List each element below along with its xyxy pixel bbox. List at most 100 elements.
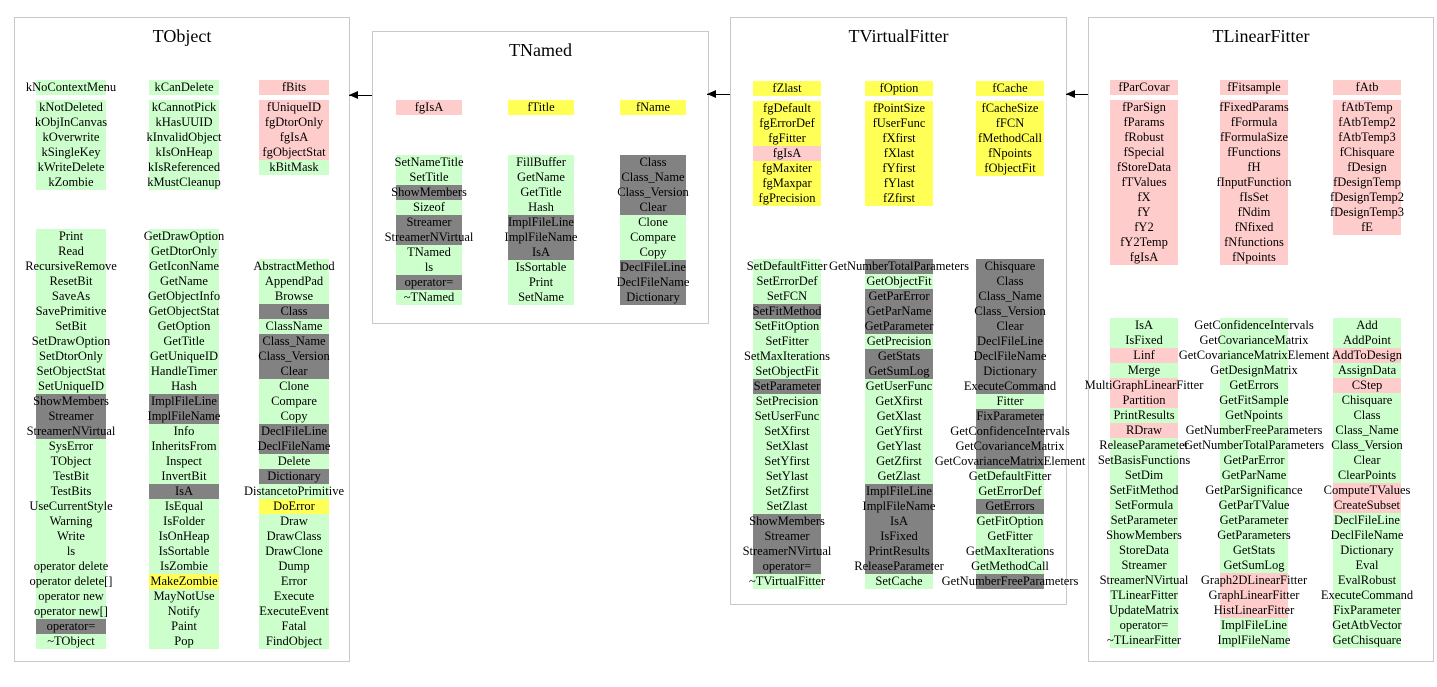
method-item[interactable]: ExecuteCommand xyxy=(1321,588,1413,603)
method-item[interactable]: Dictionary xyxy=(976,364,1044,379)
method-item[interactable]: SetZlast xyxy=(753,499,821,514)
method-item[interactable]: AssignData xyxy=(1333,363,1401,378)
method-item[interactable]: GetStats xyxy=(865,349,933,364)
member-item[interactable]: kNotDeleted xyxy=(36,100,106,115)
member-item[interactable]: fDesign xyxy=(1333,160,1401,175)
member-item[interactable]: kObjInCanvas xyxy=(35,115,107,130)
member-item[interactable]: fCacheSize xyxy=(976,101,1044,116)
method-item[interactable]: TObject xyxy=(36,454,106,469)
method-item[interactable]: ~TVirtualFitter xyxy=(749,574,825,589)
method-item[interactable]: Compare xyxy=(620,230,686,245)
method-item[interactable]: ClassName xyxy=(259,319,329,334)
method-item[interactable]: SetDim xyxy=(1110,468,1178,483)
member-item[interactable]: fCache xyxy=(976,81,1044,96)
member-item[interactable]: fNpoints xyxy=(1220,250,1288,265)
method-item[interactable]: GetUserFunc xyxy=(865,379,933,394)
method-item[interactable]: FillBuffer xyxy=(508,155,574,170)
member-item[interactable]: fFixedParams xyxy=(1219,100,1289,115)
method-item[interactable]: Clear xyxy=(259,364,329,379)
method-item[interactable]: Warning xyxy=(36,514,106,529)
method-item[interactable]: Hash xyxy=(508,200,574,215)
method-item[interactable]: Class_Version xyxy=(974,304,1046,319)
member-item[interactable]: fY2Temp xyxy=(1110,235,1178,250)
method-item[interactable]: IsA xyxy=(1110,318,1178,333)
method-item[interactable]: GetSumLog xyxy=(865,364,933,379)
method-item[interactable]: ReleaseParameter xyxy=(854,559,944,574)
method-item[interactable]: DeclFileLine xyxy=(976,334,1044,349)
method-item[interactable]: GetName xyxy=(149,274,219,289)
member-item[interactable]: fH xyxy=(1220,160,1288,175)
method-item[interactable]: ExecuteEvent xyxy=(259,604,329,619)
method-item[interactable]: GetTitle xyxy=(149,334,219,349)
member-item[interactable]: fDesignTemp xyxy=(1333,175,1401,190)
method-item[interactable]: GetErrors xyxy=(976,499,1044,514)
method-item[interactable]: Graph2DLinearFitter xyxy=(1201,573,1307,588)
member-item[interactable]: fgDefault xyxy=(753,101,821,116)
method-item[interactable]: GetDtorOnly xyxy=(149,244,219,259)
method-item[interactable]: SetDtorOnly xyxy=(36,349,106,364)
method-item[interactable]: SetBit xyxy=(36,319,106,334)
method-item[interactable]: Draw xyxy=(259,514,329,529)
member-item[interactable]: kBitMask xyxy=(259,160,329,175)
member-item[interactable]: fZlast xyxy=(753,81,821,96)
method-item[interactable]: GetChisquare xyxy=(1333,633,1401,648)
method-item[interactable]: IsFolder xyxy=(149,514,219,529)
member-item[interactable]: fTValues xyxy=(1110,175,1178,190)
member-item[interactable]: fFormulaSize xyxy=(1220,130,1288,145)
method-item[interactable]: Read xyxy=(36,244,106,259)
member-item[interactable]: fTitle xyxy=(508,100,574,115)
method-item[interactable]: Chisquare xyxy=(976,259,1044,274)
method-item[interactable]: Dictionary xyxy=(620,290,686,305)
method-item[interactable]: DeclFileName xyxy=(258,439,330,454)
method-item[interactable]: GetDrawOption xyxy=(144,229,224,244)
method-item[interactable]: TNamed xyxy=(396,245,462,260)
member-item[interactable]: fgIsA xyxy=(259,130,329,145)
method-item[interactable]: ImplFileName xyxy=(148,409,220,424)
method-item[interactable]: Class_Version xyxy=(1331,438,1403,453)
method-item[interactable]: GetAtbVector xyxy=(1332,618,1402,633)
method-item[interactable]: Class_Version xyxy=(617,185,689,200)
method-item[interactable]: Error xyxy=(259,574,329,589)
method-item[interactable]: IsSortable xyxy=(508,260,574,275)
method-item[interactable]: Fitter xyxy=(976,394,1044,409)
method-item[interactable]: IsA xyxy=(149,484,219,499)
member-item[interactable]: fgIsA xyxy=(396,100,462,115)
method-item[interactable]: GetParName xyxy=(1220,468,1288,483)
method-item[interactable]: DeclFileLine xyxy=(1333,513,1401,528)
method-item[interactable]: GetFitter xyxy=(976,529,1044,544)
method-item[interactable]: GetParSignificance xyxy=(1205,483,1303,498)
member-item[interactable]: fAtbTemp xyxy=(1333,100,1401,115)
member-item[interactable]: fZfirst xyxy=(865,191,933,206)
method-item[interactable]: GetParError xyxy=(865,289,933,304)
member-item[interactable]: fgIsA xyxy=(753,146,821,161)
method-item[interactable]: Class_Name xyxy=(976,289,1044,304)
method-item[interactable]: MakeZombie xyxy=(149,574,219,589)
method-item[interactable]: TLinearFitter xyxy=(1110,588,1178,603)
method-item[interactable]: ~TLinearFitter xyxy=(1107,633,1181,648)
method-item[interactable]: GetObjectInfo xyxy=(148,289,220,304)
method-item[interactable]: IsA xyxy=(508,245,574,260)
method-item[interactable]: GetOption xyxy=(149,319,219,334)
method-item[interactable]: GetCovarianceMatrixElement xyxy=(935,454,1085,469)
method-item[interactable]: DrawClass xyxy=(259,529,329,544)
method-item[interactable]: SetName xyxy=(508,290,574,305)
member-item[interactable]: fNfunctions xyxy=(1220,235,1288,250)
member-item[interactable]: fXfirst xyxy=(865,131,933,146)
method-item[interactable]: GetParameters xyxy=(1217,528,1291,543)
method-item[interactable]: DeclFileLine xyxy=(620,260,686,275)
method-item[interactable]: operator= xyxy=(753,559,821,574)
member-item[interactable]: kIsReferenced xyxy=(148,160,220,175)
method-item[interactable]: SetParameter xyxy=(1110,513,1178,528)
method-item[interactable]: GetParameter xyxy=(865,319,933,334)
method-item[interactable]: Dump xyxy=(259,559,329,574)
method-item[interactable]: FixParameter xyxy=(1333,603,1401,618)
method-item[interactable]: GetCovarianceMatrixElement xyxy=(1179,348,1329,363)
member-item[interactable]: fFunctions xyxy=(1220,145,1288,160)
method-item[interactable]: Dictionary xyxy=(259,469,329,484)
method-item[interactable]: GetFitSample xyxy=(1219,393,1289,408)
member-item[interactable]: fgDtorOnly xyxy=(259,115,329,130)
method-item[interactable]: Streamer xyxy=(36,409,106,424)
method-item[interactable]: DeclFileName xyxy=(1331,528,1403,543)
method-item[interactable]: GetPrecision xyxy=(865,334,933,349)
method-item[interactable]: Execute xyxy=(259,589,329,604)
